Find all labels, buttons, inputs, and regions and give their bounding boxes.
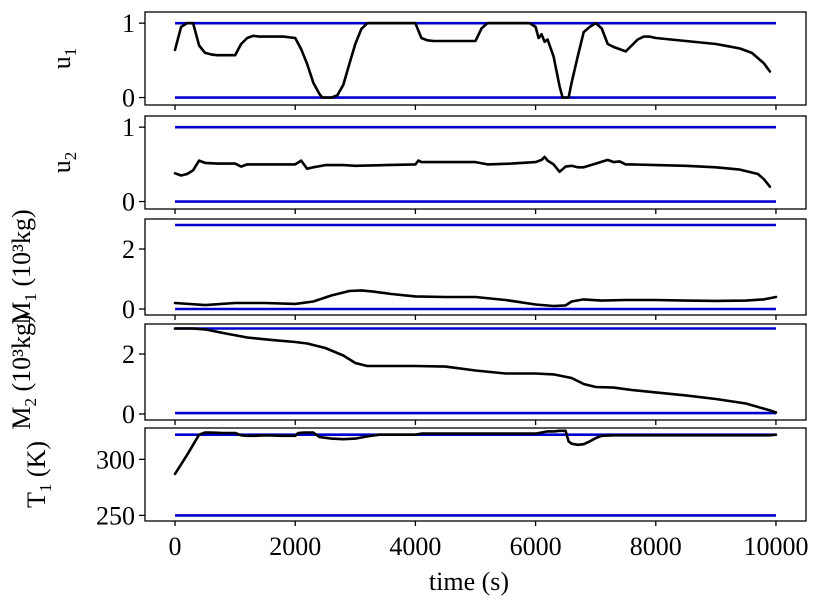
xtick-label: 6000 xyxy=(510,532,562,561)
u2-y-label-subscript: 2 xyxy=(61,152,80,161)
M1-ytick-label: 2 xyxy=(122,235,135,264)
M1-y-label-subscript: 1 xyxy=(21,293,40,302)
xtick-label: 8000 xyxy=(630,532,682,561)
M1-axes-frame xyxy=(144,218,807,316)
u1-y-label-main: u xyxy=(47,56,76,69)
u1-y-label-subscript: 1 xyxy=(61,48,80,57)
M1-y-label-unit: (10³kg) xyxy=(7,209,36,293)
u1-ytick-label: 0 xyxy=(122,84,135,113)
u2-y-axis-label: u2 xyxy=(47,152,80,174)
xtick-label: 10000 xyxy=(743,532,808,561)
u2-y-label-main: u xyxy=(47,160,76,173)
u2-axes-frame xyxy=(144,115,807,210)
M2-trace xyxy=(173,327,778,414)
M1-ytick-label: 0 xyxy=(122,295,135,324)
u1-ytick-label: 1 xyxy=(122,9,135,38)
M2-axes-frame xyxy=(144,323,807,421)
M2-y-axis-label: M2 (10³kg) xyxy=(7,314,40,429)
M2-ytick-label: 2 xyxy=(122,340,135,369)
T1-y-label-main: T xyxy=(22,492,51,508)
xtick-label: 4000 xyxy=(389,532,441,561)
panel-u2: 0 1 u2 xyxy=(47,113,807,217)
M2-y-label-unit: (10³kg) xyxy=(7,314,36,398)
x-axis: 0 2000 4000 6000 8000 10000 xyxy=(169,532,809,561)
M1-y-label-main: M xyxy=(7,302,36,325)
u1-trace xyxy=(173,21,772,99)
T1-y-label-unit: (K) xyxy=(22,441,51,484)
T1-y-axis-label: T1 (K) xyxy=(22,441,55,508)
M2-y-label-main: M xyxy=(7,407,36,430)
u1-axes-frame xyxy=(144,11,807,106)
T1-ytick-label: 300 xyxy=(96,445,135,474)
x-axis-label: time (s) xyxy=(429,567,509,596)
T1-ytick-label: 250 xyxy=(96,501,135,530)
M2-y-label-subscript: 2 xyxy=(21,398,40,407)
xtick-label: 2000 xyxy=(269,532,321,561)
T1-axes-frame xyxy=(144,427,807,522)
xtick-label: 0 xyxy=(169,532,182,561)
u2-trace xyxy=(173,155,772,188)
panel-M1: 0 2 M1 (10³kg) xyxy=(7,209,807,325)
M1-trace xyxy=(173,289,778,308)
T1-trace xyxy=(173,429,778,476)
u2-ytick-label: 0 xyxy=(122,188,135,217)
M1-y-axis-label: M1 (10³kg) xyxy=(7,209,40,324)
M2-ytick-label: 0 xyxy=(122,400,135,429)
panel-T1: 250 300 T1 (K) xyxy=(22,427,807,530)
u2-ytick-label: 1 xyxy=(122,113,135,142)
T1-y-label-subscript: 1 xyxy=(36,484,55,493)
u1-y-axis-label: u1 xyxy=(47,48,80,70)
